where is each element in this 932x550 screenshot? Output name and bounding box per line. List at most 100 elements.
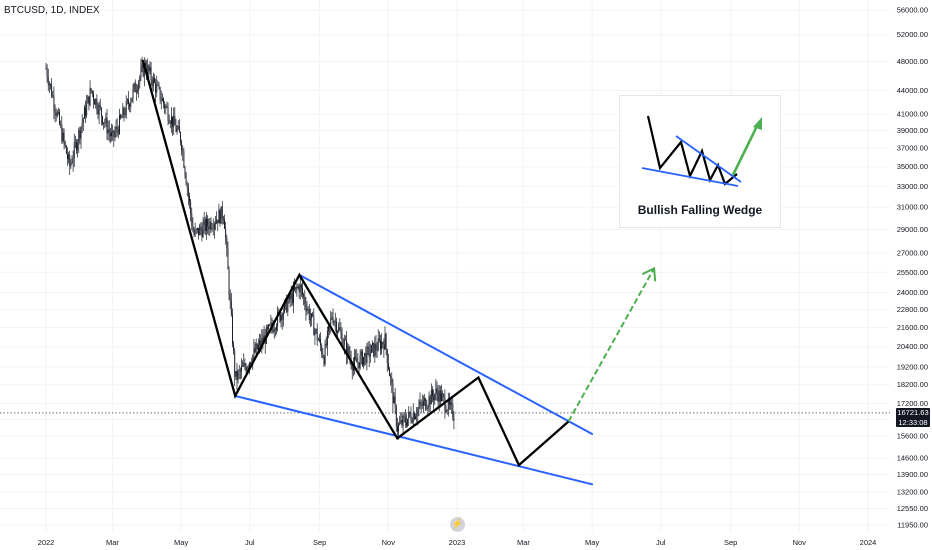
candle-body xyxy=(294,287,296,290)
candle-body xyxy=(277,311,279,327)
candle-body xyxy=(109,132,111,137)
candle-body xyxy=(154,77,155,83)
candle-body xyxy=(62,132,64,142)
candle-body xyxy=(68,154,70,160)
candle-body xyxy=(391,377,393,384)
candle-body xyxy=(252,355,254,364)
y-tick-label: 13900.00 xyxy=(897,470,928,479)
x-tick-label: May xyxy=(174,538,188,547)
candle-body xyxy=(255,343,257,353)
candle-body xyxy=(217,219,219,224)
candle-body xyxy=(401,420,403,426)
candle-body xyxy=(435,388,437,395)
candle-body xyxy=(299,284,301,293)
candle-body xyxy=(177,125,179,129)
candle-body xyxy=(82,118,84,123)
candle-body xyxy=(166,106,168,108)
candle-body xyxy=(424,398,425,401)
candle-body xyxy=(262,337,264,343)
candle-body xyxy=(447,399,449,411)
candle-body xyxy=(186,184,188,189)
candle-body xyxy=(230,301,232,315)
candle-body xyxy=(204,219,206,231)
candle-body xyxy=(402,415,404,426)
x-tick-label: Mar xyxy=(517,538,530,547)
y-tick-label: 39000.00 xyxy=(897,126,928,135)
candle-body xyxy=(408,411,410,419)
candle-body xyxy=(229,295,231,302)
candle-body xyxy=(272,327,274,332)
candle-body xyxy=(276,326,277,331)
y-tick-label: 37000.00 xyxy=(897,144,928,153)
candle-body xyxy=(70,163,72,167)
candle-body xyxy=(87,96,89,104)
wedge-lower-line xyxy=(234,394,594,486)
y-tick-label: 17200.00 xyxy=(897,399,928,408)
candle-body xyxy=(183,151,185,168)
candle-body xyxy=(395,406,397,427)
y-tick-label: 44000.00 xyxy=(897,86,928,95)
candle-body xyxy=(207,218,209,227)
candle-body xyxy=(308,308,310,320)
candle-body xyxy=(430,389,432,405)
candle-body xyxy=(206,218,207,231)
y-tick-label: 27000.00 xyxy=(897,249,928,258)
candle-body xyxy=(190,201,192,214)
candle-body xyxy=(452,404,454,419)
pattern-legend-card: Bullish Falling Wedge xyxy=(619,95,781,228)
tradingview-logo-icon[interactable]: ⚡ xyxy=(450,517,465,532)
candle-body xyxy=(385,333,387,350)
candle-body xyxy=(393,396,395,404)
candle-body xyxy=(227,247,229,270)
candle-body xyxy=(409,411,411,415)
candle-body xyxy=(51,84,53,97)
candle-body xyxy=(178,125,180,133)
candle-body xyxy=(261,337,263,347)
candle-body xyxy=(270,322,272,326)
candle-body xyxy=(195,229,197,230)
candle-body xyxy=(307,308,309,310)
candle-body xyxy=(89,88,91,105)
candle-body xyxy=(259,340,261,345)
candle-body xyxy=(363,356,364,366)
candle-body xyxy=(116,126,118,130)
candle-body xyxy=(93,93,94,101)
candle-body xyxy=(99,104,101,108)
candle-body xyxy=(442,393,444,395)
y-tick-label: 18200.00 xyxy=(897,380,928,389)
candle-body xyxy=(67,153,68,160)
candle-body xyxy=(317,340,319,341)
candle-body xyxy=(126,99,128,102)
wedge-upper-line xyxy=(298,273,594,436)
candle-body xyxy=(128,99,129,105)
candle-body xyxy=(117,129,119,134)
candle-body xyxy=(282,312,284,320)
candle-body xyxy=(198,228,199,236)
candle-body xyxy=(425,398,427,410)
candle-body xyxy=(165,106,167,109)
candle-body xyxy=(139,77,141,83)
candle-body xyxy=(426,408,428,410)
candle-body xyxy=(406,422,407,426)
candle-body xyxy=(314,330,316,336)
candle-body xyxy=(357,362,359,363)
candle-body xyxy=(349,354,351,359)
candle-body xyxy=(392,383,394,404)
y-tick-label: 33000.00 xyxy=(897,182,928,191)
candle-body xyxy=(202,224,204,238)
candle-body xyxy=(394,396,396,407)
current-price-badge: 16721.63 12:33:08 xyxy=(896,408,930,427)
y-tick-label: 12550.00 xyxy=(897,504,928,513)
candle-body xyxy=(141,64,143,69)
candle-body xyxy=(134,83,136,92)
candle-body xyxy=(420,401,422,404)
candle-body xyxy=(111,132,112,137)
candle-body xyxy=(257,344,259,350)
candle-body xyxy=(132,88,134,98)
candle-body xyxy=(383,344,385,350)
candle-body xyxy=(123,108,125,115)
candle-body xyxy=(192,225,194,232)
candle-body xyxy=(367,346,369,348)
candle-body xyxy=(175,125,177,132)
